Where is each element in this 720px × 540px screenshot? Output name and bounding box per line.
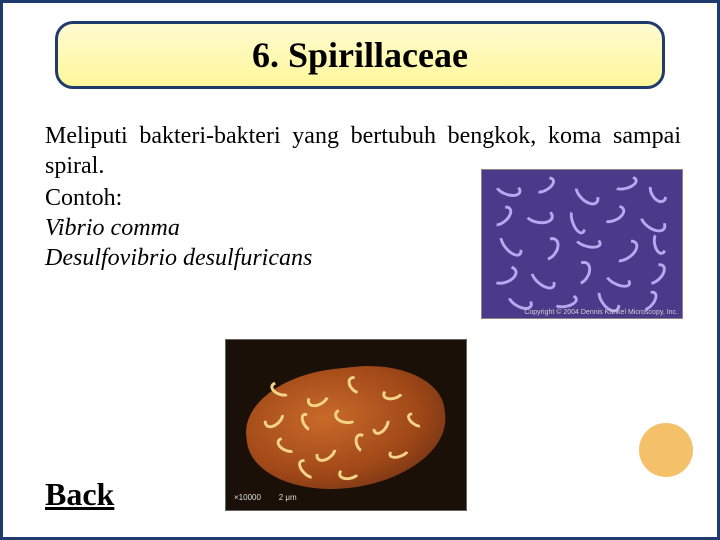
scale-left: ×10000 [234, 493, 261, 502]
back-button[interactable]: Back [45, 476, 114, 513]
image-1-caption: Copyright © 2004 Dennis Kunkel Microscop… [524, 309, 678, 316]
title-box: 6. Spirillaceae [55, 21, 665, 89]
image-2-scale: ×10000 2 μm [234, 493, 297, 502]
scale-right: 2 μm [279, 493, 297, 502]
bacteria-image-1: Copyright © 2004 Dennis Kunkel Microscop… [481, 169, 683, 319]
bacteria-image-2: ×10000 2 μm [225, 339, 467, 511]
page-title: 6. Spirillaceae [252, 34, 468, 76]
accent-circle [639, 423, 693, 477]
